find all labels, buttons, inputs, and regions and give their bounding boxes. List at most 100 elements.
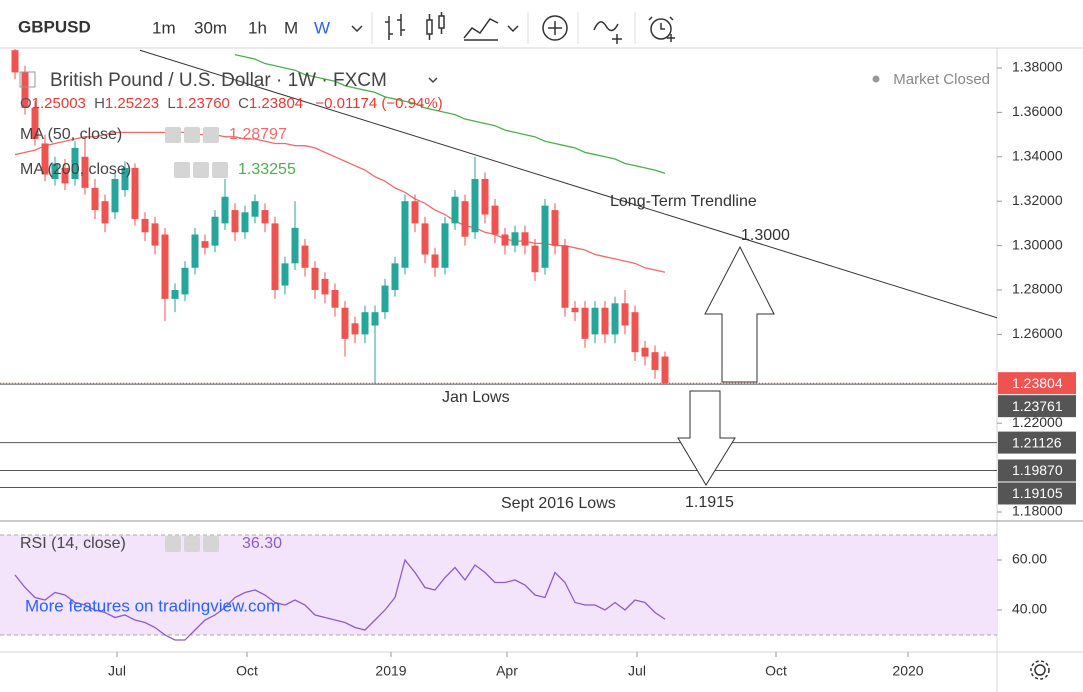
- symbol[interactable]: GBPUSD: [18, 17, 91, 36]
- candle-body: [351, 323, 359, 335]
- x-tick-label: Jul: [108, 663, 126, 679]
- candle-body: [241, 212, 249, 233]
- candle-body: [251, 201, 259, 217]
- annotation: Jan Lows: [442, 389, 510, 406]
- rsi-value: 36.30: [242, 535, 282, 552]
- rsi-band: [0, 535, 997, 635]
- toolbar: [0, 0, 1083, 48]
- candle-body: [631, 312, 639, 353]
- candle-body: [281, 263, 289, 286]
- candle-body: [301, 245, 309, 268]
- legend-name: MA (200, close): [20, 161, 131, 178]
- candle-body: [201, 241, 209, 248]
- legend-value: 1.28797: [229, 126, 287, 143]
- candle-body: [41, 143, 49, 175]
- watermark[interactable]: More features on tradingview.com: [25, 596, 280, 615]
- alert-icon[interactable]: [648, 16, 675, 42]
- interval[interactable]: W: [314, 18, 330, 37]
- y-tick-label: 1.30000: [1012, 236, 1063, 252]
- area-icon[interactable]: [463, 18, 499, 41]
- legend-icon[interactable]: [193, 162, 209, 178]
- price-label: 1.19105: [1012, 485, 1063, 501]
- bars-icon[interactable]: [385, 14, 405, 40]
- indicator-legend: MA (50, close) 1.28797 MA (200, close) 1.33…: [20, 126, 296, 552]
- market-status: Market Closed: [893, 71, 990, 88]
- candle-body: [651, 352, 659, 370]
- up-arrow: [704, 245, 775, 383]
- main-pane: [0, 49, 997, 488]
- change-value: −0.01174 (−0.94%): [315, 95, 442, 112]
- legend-icon[interactable]: [174, 162, 190, 178]
- x-tick-label: 2019: [375, 663, 406, 679]
- compare-icon[interactable]: [593, 21, 622, 44]
- price-label: 1.23804: [1012, 375, 1063, 391]
- rsi-y-tick-label: 60.00: [1012, 551, 1047, 567]
- dropdown-icon[interactable]: [428, 77, 438, 84]
- legend-icon[interactable]: [203, 127, 219, 143]
- collapse-icon[interactable]: [19, 71, 36, 88]
- candle-body: [261, 210, 269, 224]
- candle-body: [661, 356, 669, 384]
- y-tick-label: 1.28000: [1012, 281, 1063, 297]
- legend-icon[interactable]: [203, 536, 219, 552]
- interval[interactable]: 1m: [152, 18, 176, 37]
- rsi-title: RSI (14, close): [20, 535, 126, 552]
- candle-body: [361, 312, 369, 335]
- annotation-arrows: [677, 245, 775, 486]
- candle-body: [531, 245, 539, 273]
- candles-icon[interactable]: [426, 12, 445, 40]
- ohlc-key: O: [20, 95, 32, 112]
- legend-icon[interactable]: [184, 536, 200, 552]
- interval[interactable]: 30m: [194, 18, 227, 37]
- interval[interactable]: 1h: [248, 18, 267, 37]
- down-arrow: [677, 390, 736, 486]
- legend-icon[interactable]: [165, 536, 181, 552]
- candle-body: [331, 289, 339, 308]
- y-tick-label: 1.22000: [1012, 414, 1063, 430]
- candle-body: [81, 156, 89, 188]
- price-label: 1.21126: [1012, 434, 1062, 450]
- y-tick-label: 1.26000: [1012, 325, 1063, 341]
- annotation: Long-Term Trendline: [610, 193, 757, 210]
- x-tick-label: Oct: [765, 663, 787, 679]
- candle-body: [271, 223, 279, 290]
- candle-body: [91, 187, 99, 211]
- y-tick-label: 1.34000: [1012, 147, 1063, 163]
- legend-title: British Pound / U.S. Dollar · 1W · FXCM: [50, 70, 387, 91]
- candle-body: [111, 178, 119, 213]
- interval[interactable]: M: [284, 18, 298, 37]
- y-tick-label: 1.38000: [1012, 59, 1063, 75]
- dropdown-icon[interactable]: [351, 25, 363, 33]
- candle-body: [561, 245, 569, 308]
- candle-body: [151, 223, 159, 246]
- candle-body: [521, 232, 529, 246]
- candle-body: [221, 196, 229, 224]
- settings-icon[interactable]: [1030, 660, 1050, 680]
- candle-body: [621, 303, 629, 326]
- ohlc-key: H: [94, 95, 105, 112]
- legend-icon[interactable]: [165, 127, 181, 143]
- dropdown-icon[interactable]: [507, 25, 519, 33]
- x-tick-label: Jul: [628, 663, 646, 679]
- candle-body: [571, 307, 579, 313]
- candle-body: [211, 216, 219, 246]
- moving-average: [234, 54, 666, 174]
- candle-body: [431, 254, 439, 268]
- price-label-box: [998, 372, 1076, 395]
- candle-body: [11, 50, 19, 73]
- rsi-pane: [0, 534, 997, 641]
- indicators-icon[interactable]: [542, 15, 568, 41]
- price-label-box: [998, 482, 1076, 505]
- ohlc-value: 1.23804: [249, 95, 303, 112]
- candle-body: [581, 307, 589, 339]
- candle-body: [381, 285, 389, 313]
- status-dot: [872, 75, 880, 83]
- candle-body: [451, 196, 459, 224]
- legend-icon[interactable]: [184, 127, 200, 143]
- candle-body: [371, 312, 379, 326]
- legend-icon[interactable]: [212, 162, 228, 178]
- candle-body: [491, 205, 499, 235]
- ohlc-key: L: [167, 95, 175, 112]
- candle-body: [291, 227, 299, 264]
- candle-body: [391, 263, 399, 290]
